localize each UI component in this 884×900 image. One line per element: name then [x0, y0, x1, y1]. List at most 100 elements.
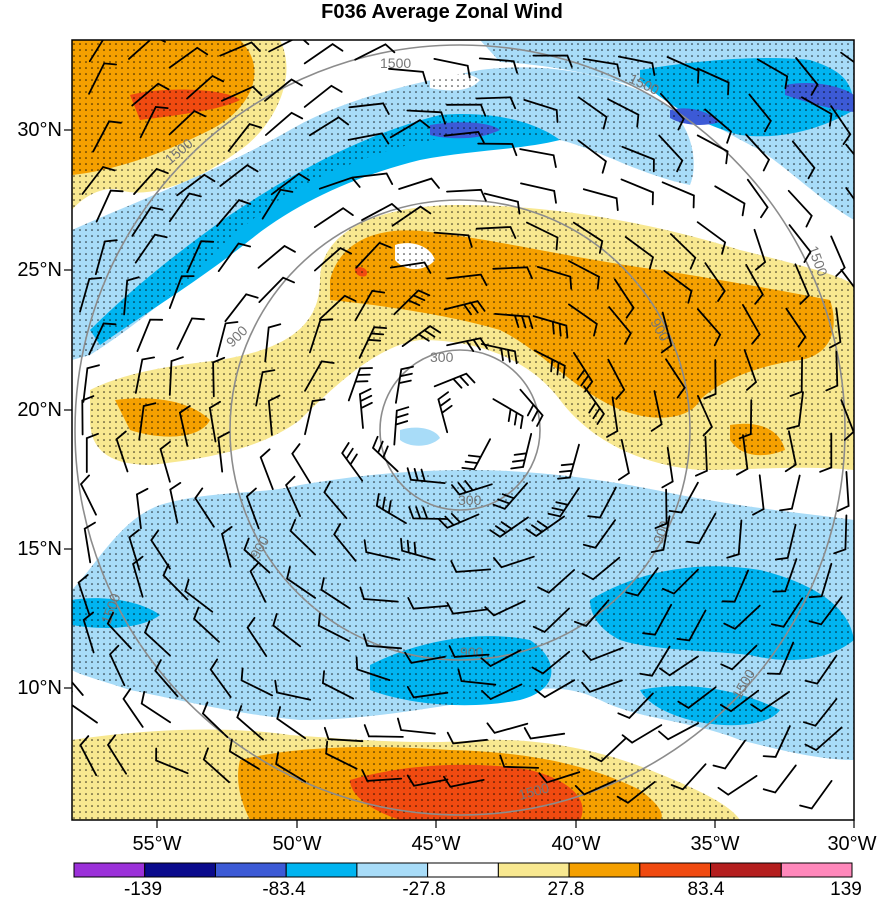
wind-barb [607, 358, 626, 400]
wind-barb [162, 563, 189, 601]
wind-barb [128, 529, 141, 571]
colorbar-swatch [144, 862, 216, 878]
wind-barb [236, 705, 264, 741]
wind-barb [794, 263, 810, 305]
wind-barb [774, 523, 797, 561]
wind-barb [519, 388, 544, 427]
wind-barb [537, 569, 575, 594]
wind-barb [526, 221, 559, 251]
wind-barb [696, 308, 722, 347]
wind-barb [659, 92, 685, 131]
wind-barb [77, 574, 91, 616]
ring-label: 900 [460, 644, 484, 660]
wind-barb [176, 317, 205, 350]
wind-barb [217, 242, 251, 272]
wind-barb [748, 93, 772, 133]
wind-barb [406, 774, 449, 787]
wind-barb [348, 102, 390, 115]
wind-barbs [72, 40, 854, 810]
wind-barb [323, 726, 364, 743]
colorbar-label: 83.4 [687, 879, 725, 900]
wind-barb [621, 145, 655, 173]
colorbar-swatch [497, 862, 570, 878]
wind-barb [359, 586, 399, 603]
latitude-label-20n: 20°N [17, 399, 62, 421]
range-ring-300 [379, 349, 541, 511]
wind-barb [202, 747, 230, 784]
wind-barb [313, 207, 354, 228]
colorbar-swatch [710, 862, 782, 878]
wind-barb [228, 738, 260, 770]
wind-barb [448, 645, 490, 658]
wind-barb [743, 349, 758, 391]
wind-barb [670, 233, 697, 270]
wind-barb [618, 439, 630, 481]
wind-barb [131, 82, 170, 107]
wind-barb [484, 192, 521, 215]
wind-barb [132, 555, 144, 598]
wind-barb [617, 692, 654, 719]
longitude-label-50w: 50°W [272, 833, 322, 855]
wind-barb [201, 701, 229, 738]
longitude-label-30w: 30°W [827, 833, 877, 855]
wind-barb [828, 307, 842, 349]
wind-barb [219, 164, 259, 187]
wind-barb [139, 106, 169, 139]
wind-barb [134, 233, 168, 264]
wind-barb [695, 435, 708, 477]
colorbar-swatch [427, 862, 499, 878]
wind-barb [243, 537, 271, 574]
wind-barb [314, 247, 352, 272]
wind-barb [480, 649, 522, 668]
wind-barb [589, 737, 627, 763]
wind-barb [371, 435, 399, 473]
wind-barb [85, 432, 99, 473]
wind-barb [258, 276, 295, 303]
wind-barb [155, 747, 189, 775]
wind-barb [704, 262, 726, 302]
wind-barb [801, 96, 833, 127]
wind-barb [753, 228, 767, 271]
ring-label: 1500 [517, 779, 551, 803]
wind-barb [309, 318, 334, 354]
wind-barb [325, 740, 358, 770]
wind-barb [721, 569, 749, 603]
wind-barb [666, 56, 700, 84]
wind-barb [341, 442, 364, 482]
range-ring-1500 [74, 44, 846, 816]
wind-barb [499, 754, 540, 769]
wind-barb [574, 779, 617, 796]
wind-barb [184, 578, 214, 613]
wind-barb [72, 680, 84, 696]
wind-barb [79, 277, 103, 313]
latitude-label-15n: 15°N [17, 538, 62, 560]
wind-barb [261, 188, 294, 220]
white-vortex-core [380, 360, 540, 500]
wind-barb [264, 78, 303, 102]
wind-barb [131, 206, 164, 237]
wind-barb [840, 268, 854, 289]
wind-barb [676, 609, 707, 642]
wind-barb [547, 487, 580, 518]
wind-barb [208, 400, 221, 443]
wind-barb [840, 51, 854, 64]
wind-barb [304, 398, 326, 436]
longitude-ticks [156, 820, 855, 828]
wind-barb [660, 311, 673, 354]
wind-barb [661, 181, 695, 209]
wind-barb [661, 446, 674, 489]
wind-barb [209, 658, 232, 698]
wind-barb [323, 480, 348, 520]
wind-barb [582, 519, 616, 549]
colorbar-swatch [639, 862, 712, 878]
wind-barb [808, 596, 843, 626]
latitude-label-30n: 30°N [17, 119, 62, 141]
wind-barb [650, 390, 663, 432]
wind-barb [212, 356, 226, 398]
wind-barb [481, 683, 523, 701]
longitude-label-40w: 40°W [551, 833, 601, 855]
wind-barb [582, 58, 621, 77]
wind-barb [351, 172, 394, 185]
wind-barb [836, 471, 850, 512]
wind-barb [746, 178, 769, 219]
